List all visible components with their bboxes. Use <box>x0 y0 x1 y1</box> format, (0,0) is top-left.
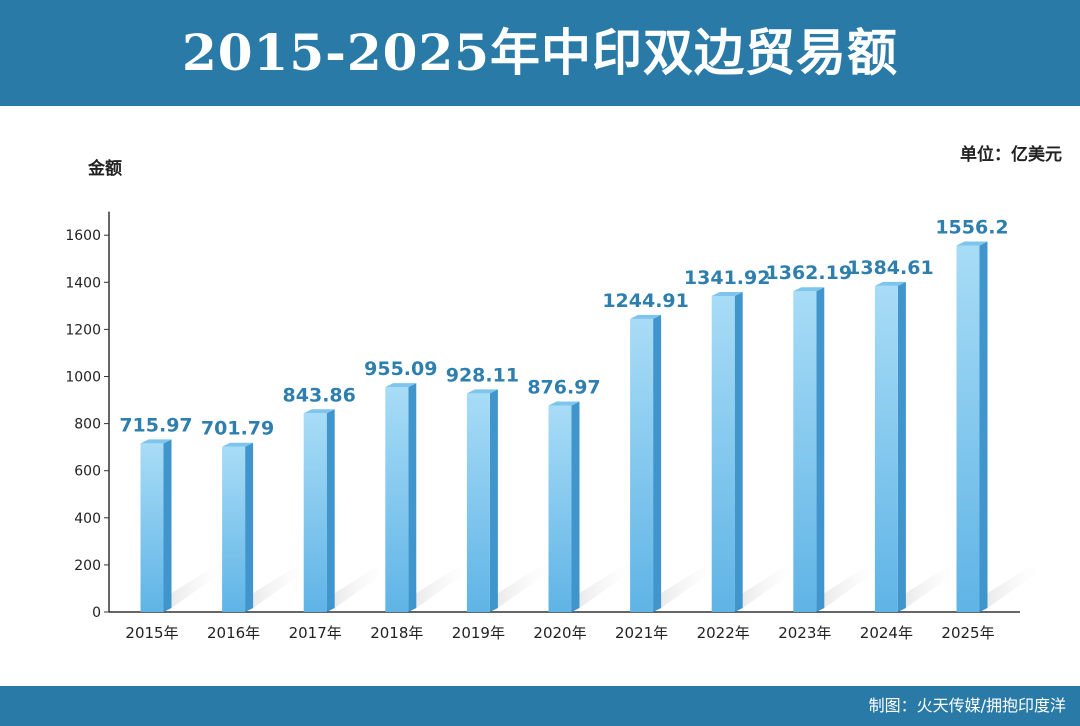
bar <box>140 439 172 612</box>
value-label: 1341.92 <box>684 267 771 289</box>
bar-side <box>408 383 417 612</box>
x-tick-label: 2021年 <box>615 624 668 642</box>
x-tick-label: 2020年 <box>533 624 586 642</box>
bar <box>874 281 906 612</box>
bar-front <box>874 285 898 612</box>
value-label: 1362.19 <box>766 262 853 284</box>
bar-front <box>630 318 654 612</box>
value-label: 1244.91 <box>602 290 689 312</box>
bar-shadows <box>144 564 1050 612</box>
value-label: 876.97 <box>527 376 600 398</box>
bar-side <box>653 314 662 612</box>
bar <box>548 401 580 612</box>
y-tick-label: 1400 <box>65 275 101 291</box>
bar-side <box>897 281 906 612</box>
bar-front <box>140 443 164 612</box>
bar-side <box>163 439 172 612</box>
footer-band <box>0 686 1080 726</box>
bar-side <box>979 241 988 612</box>
y-tick-label: 600 <box>74 464 101 480</box>
value-label: 928.11 <box>446 364 519 386</box>
bar-side <box>734 291 743 612</box>
value-label: 1556.2 <box>935 217 1008 239</box>
bar <box>466 389 498 612</box>
y-axis-label: 金额 <box>88 159 122 179</box>
bar-front <box>466 393 490 612</box>
y-tick-label: 1200 <box>65 322 101 338</box>
x-tick-label: 2018年 <box>370 624 423 642</box>
bar <box>385 383 417 612</box>
value-label: 955.09 <box>364 358 437 380</box>
bar-side <box>489 389 498 612</box>
bar-front <box>793 291 817 612</box>
bar-top <box>385 383 417 388</box>
y-tick-label: 400 <box>74 511 101 527</box>
bar-front <box>222 446 246 612</box>
x-tick-label: 2015年 <box>125 624 178 642</box>
bar-top <box>466 389 498 394</box>
x-tick-label: 2016年 <box>207 624 260 642</box>
bar <box>711 291 743 612</box>
bar-front <box>956 245 980 612</box>
bar-front <box>548 405 572 612</box>
x-tick-label: 2019年 <box>452 624 505 642</box>
y-tick-label: 0 <box>92 605 101 621</box>
bar-top <box>711 291 743 296</box>
header-band <box>0 0 1080 106</box>
bar-top <box>222 442 254 447</box>
bar-front <box>385 387 409 612</box>
value-label: 843.86 <box>283 384 356 406</box>
unit-label: 单位：亿美元 <box>960 145 1062 165</box>
bar <box>222 442 254 612</box>
y-tick-label: 1600 <box>65 228 101 244</box>
bar <box>793 287 825 612</box>
bar-top <box>140 439 172 444</box>
credit-text: 制图：火天传媒/拥抱印度洋 <box>868 696 1066 715</box>
bar-chart: 0 200 400 600 800 1000 1200 1400 1600 715.97 2015… <box>65 211 1050 642</box>
bar-side <box>245 442 254 612</box>
bar-top <box>956 241 988 246</box>
bar-side <box>326 409 335 612</box>
x-tick-label: 2017年 <box>289 624 342 642</box>
bar <box>956 241 988 612</box>
y-tick-label: 1000 <box>65 370 101 386</box>
bar-front <box>303 413 327 612</box>
bar-top <box>793 287 825 292</box>
y-tick-label: 200 <box>74 558 101 574</box>
x-tick-label: 2025年 <box>941 624 994 642</box>
chart-title: 2015-2025年中印双边贸易额 <box>181 23 899 82</box>
value-labels: 715.97 2015年 701.79 2016年 843.86 2017年 955.09 2… <box>119 217 1008 642</box>
value-label: 1384.61 <box>847 257 934 279</box>
y-tick-label: 800 <box>74 417 101 433</box>
bar-top <box>874 281 906 286</box>
bar-top <box>303 409 335 414</box>
x-tick-label: 2023年 <box>778 624 831 642</box>
x-tick-label: 2024年 <box>860 624 913 642</box>
bars <box>140 241 988 612</box>
bar <box>303 409 335 612</box>
bar <box>630 314 662 612</box>
x-tick-label: 2022年 <box>697 624 750 642</box>
bar-front <box>711 295 735 612</box>
value-label: 715.97 <box>119 414 192 436</box>
bar-top <box>630 314 662 319</box>
value-label: 701.79 <box>201 418 274 440</box>
bar-side <box>816 287 825 612</box>
bar-side <box>571 401 580 612</box>
bar-top <box>548 401 580 406</box>
